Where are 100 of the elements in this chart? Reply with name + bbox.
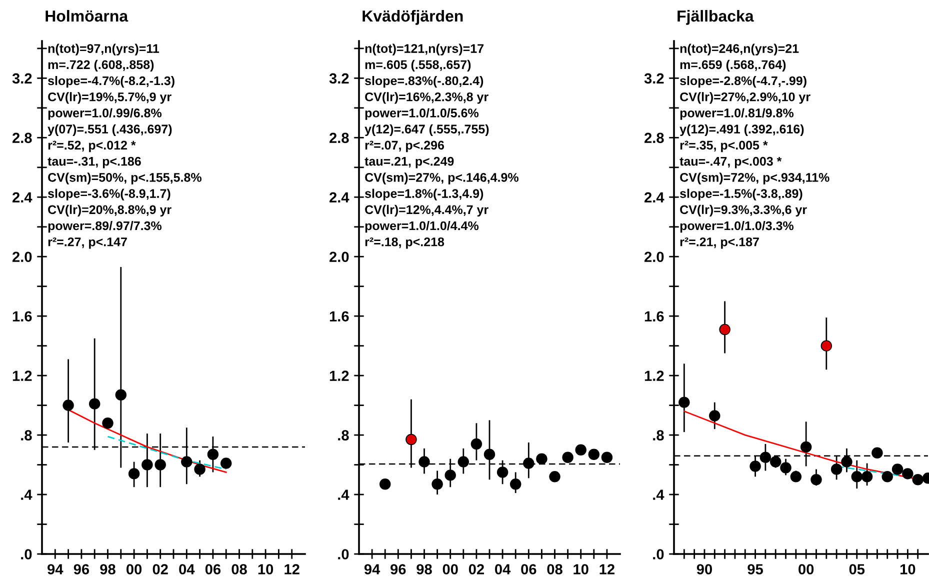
y-tick-label: .4 (338, 490, 350, 500)
y-tick-label: 3.2 (12, 73, 32, 84)
annotation: slope=-1.5%(-3.8,.89) (680, 188, 802, 200)
annotation: CV(sm)=72%, p<.934,11% (680, 172, 830, 184)
point (194, 464, 206, 475)
y-tick-label: 2.8 (12, 132, 32, 144)
x-tick-label: 00 (126, 564, 142, 574)
point (549, 471, 560, 482)
y-tick-label: 2.4 (330, 192, 350, 202)
point (62, 400, 74, 411)
chart-title: Holmöarna (46, 10, 128, 22)
x-tick-label: 08 (232, 564, 247, 574)
point (418, 456, 430, 468)
point (719, 324, 730, 336)
x-tick-label: 10 (258, 564, 274, 574)
point (841, 456, 852, 468)
annotation: n(tot)=246,n(yrs)=21 (680, 44, 799, 56)
point (181, 456, 192, 468)
point (830, 464, 842, 475)
x-tick-label: 96 (74, 564, 90, 574)
point (142, 459, 153, 470)
annotation: CV(lr)=20%,8.8%,9 yr (48, 204, 172, 217)
point (115, 389, 127, 401)
point (882, 471, 893, 482)
point (154, 459, 166, 470)
point (892, 464, 904, 475)
x-tick-label: 12 (284, 564, 300, 574)
point (575, 444, 586, 456)
point (510, 478, 522, 490)
x-tick-label: 98 (416, 564, 432, 574)
point (458, 456, 470, 468)
y-tick-label: 2.4 (644, 192, 664, 202)
x-tick-label: 94 (364, 564, 380, 574)
point (562, 452, 574, 463)
annotation: r²=.18, p<.218 (365, 237, 444, 249)
annotation: CV(lr)=27%,2.9%,10 yr (680, 92, 810, 104)
point (678, 396, 690, 408)
x-tick-label: 02 (468, 564, 484, 574)
point (102, 418, 114, 429)
x-tick-label: 06 (521, 564, 536, 574)
y-tick-label: 3.2 (644, 73, 664, 84)
y-tick-label: .8 (338, 430, 349, 440)
x-tick-label: 06 (205, 564, 221, 574)
annotation: CV(lr)=9.3%,3.3%,6 yr (680, 204, 807, 217)
annotation: y(07)=.551 (.436,.697) (48, 124, 172, 136)
y-tick-label: 3.2 (329, 73, 349, 84)
x-tick-label: 98 (100, 564, 116, 574)
point (220, 458, 232, 469)
annotation: r²=.07, p<.296 (365, 140, 444, 152)
annotation: CV(lr)=12%,4.4%,7 yr (365, 204, 488, 217)
annotation: y(12)=.647 (.555,.755) (364, 124, 489, 136)
chart-title: Kvädöfjärden (362, 10, 463, 25)
x-tick-label: 00 (798, 564, 814, 574)
annotation: n(tot)=121,n(yrs)=17 (365, 44, 484, 56)
y-tick-label: .8 (653, 430, 664, 440)
y-tick-label: .4 (653, 490, 664, 500)
y-tick-label: 2.8 (644, 132, 664, 144)
x-tick-label: 12 (600, 564, 614, 574)
x-tick-label: 94 (48, 564, 64, 574)
annotation: slope=.83%(-.80,2.4) (364, 76, 484, 88)
point (861, 471, 873, 482)
y-tick-label: .0 (338, 549, 349, 560)
annotation: power=1.0/.99/6.8% (48, 108, 162, 120)
point (810, 474, 822, 486)
point (470, 438, 482, 450)
annotation: tau=.21, p<.249 (364, 156, 454, 168)
y-tick-label: 2.0 (644, 252, 664, 262)
y-tick-label: 2.4 (12, 192, 32, 202)
point (800, 441, 812, 453)
point (770, 456, 782, 468)
y-tick-label: .4 (21, 490, 32, 500)
annotation: y(12)=.491 (.392,.616) (680, 124, 804, 136)
y-tick-label: .0 (653, 549, 664, 560)
annotation: m=.722 (.608,.858) (48, 60, 154, 72)
point (851, 471, 863, 482)
x-tick-label: 95 (748, 564, 763, 574)
annotation: n(tot)=97,n(yrs)=11 (48, 44, 160, 56)
x-tick-label: 02 (152, 564, 168, 574)
annotation: slope=-3.6%(-8.9,1.7) (48, 188, 170, 200)
x-tick-label: 04 (495, 564, 511, 574)
y-tick-label: .0 (21, 549, 32, 560)
y-tick-label: .8 (21, 430, 32, 440)
annotation: slope=1.8%(-1.3,4.9) (364, 188, 484, 200)
annotation: r²=.21, p<.187 (680, 237, 759, 249)
y-tick-label: 2.0 (330, 252, 349, 262)
y-tick-label: 2.8 (330, 132, 349, 144)
point (444, 470, 456, 481)
annotation: tau=-.31, p<.186 (48, 156, 141, 168)
x-tick-label: 04 (179, 564, 195, 574)
y-tick-label: 1.6 (12, 311, 32, 322)
point (536, 453, 548, 464)
point (760, 452, 772, 463)
point (709, 410, 720, 422)
point (750, 460, 761, 472)
point (601, 452, 613, 463)
point (872, 447, 883, 459)
annotation: slope=-2.8%(-4.7,-.99) (680, 76, 806, 88)
y-tick-label: 1.6 (644, 311, 664, 322)
annotation: CV(sm)=27%, p<.146,4.9% (365, 172, 518, 184)
annotation: power=1.0/1.0/3.3% (680, 221, 794, 233)
